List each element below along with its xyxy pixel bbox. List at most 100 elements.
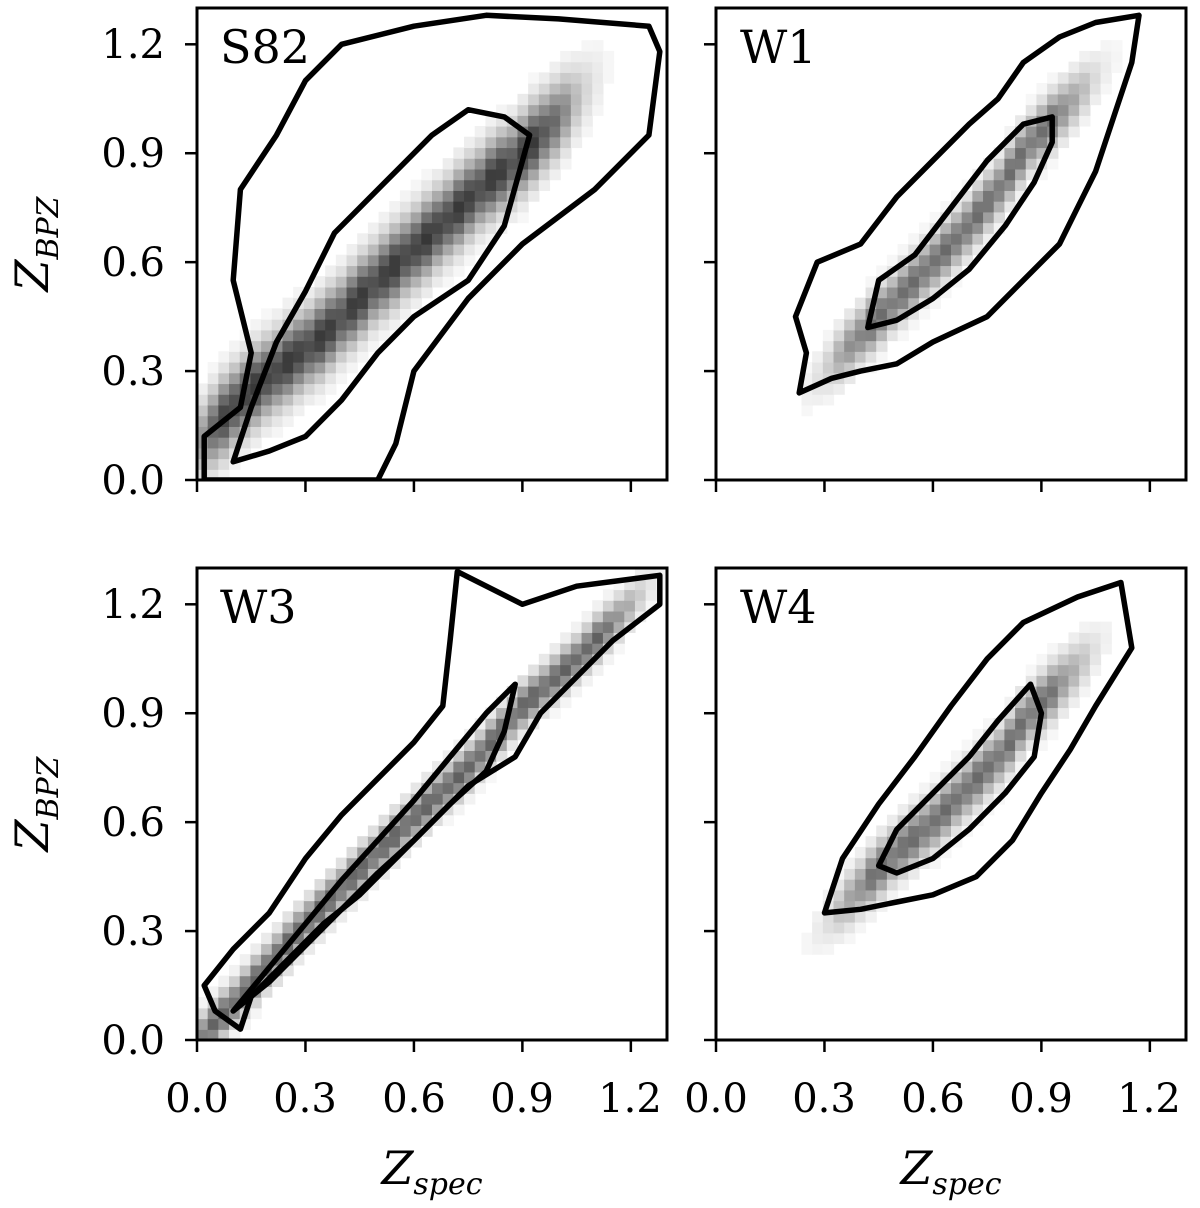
heatmap-cell [983,739,995,751]
heatmap-cell [314,286,326,299]
heatmap-cell [983,158,995,170]
heatmap-cell [801,394,813,406]
heatmap-cell [560,104,572,116]
heatmap-cell [282,372,294,385]
heatmap-cell [634,589,647,601]
heatmap-cell [908,265,920,277]
heatmap-cell [940,782,952,794]
y-tick-label: 0.0 [101,458,165,504]
heatmap-cell [239,447,252,460]
heatmap-cell [303,308,316,320]
heatmap-cell [207,458,219,470]
heatmap-cell [218,426,230,438]
heatmap-cell [517,675,529,687]
heatmap-cell [581,664,593,676]
heatmap-cell [474,750,487,762]
heatmap-cell [517,211,529,224]
x-tick-label: 0.3 [792,1076,856,1122]
heatmap-cell [993,147,1006,159]
heatmap-cell [485,739,497,751]
heatmap-cell [993,718,1006,730]
heatmap-cell [1079,104,1091,116]
heatmap-cell [399,233,412,245]
heatmap-cell [865,889,877,902]
heatmap-cell [1079,83,1091,95]
heatmap-cell [367,319,380,331]
heatmap-cell [886,857,899,869]
heatmap-cell [464,254,476,267]
heatmap-cell [474,158,487,170]
heatmap-cell [581,50,593,63]
heatmap-cell [1004,718,1016,730]
heatmap-cell [421,276,433,288]
heatmap-cell [1047,72,1059,84]
heatmap-cell [367,297,380,309]
heatmap-cell [314,319,326,331]
heatmap-cell [314,340,326,352]
heatmap-cell [1068,653,1080,666]
heatmap-cell [378,857,390,869]
heatmap-cell [592,83,604,95]
heatmap-cell [346,868,358,880]
heatmap-cell [357,340,369,352]
heatmap-cell [293,340,305,352]
heatmap-cell [961,222,973,234]
heatmap-cell [929,265,941,277]
heatmap-cell [908,836,920,848]
heatmap-cell [239,437,252,449]
heatmap-cell [1047,718,1059,730]
heatmap-cell [961,771,973,784]
heatmap-cell [293,308,305,320]
heatmap-cell [549,72,561,84]
heatmap-cell [876,340,888,352]
heatmap-cell [613,600,625,612]
heatmap-cell [453,211,465,224]
heatmap-cell [929,286,941,299]
heatmap-cell [207,383,219,395]
heatmap-cell [325,340,337,352]
heatmap-cell [410,297,422,309]
heatmap-cell [538,686,551,698]
heatmap-cell [378,222,390,234]
plot-frame [195,566,669,1042]
heatmap-cell [560,83,572,95]
heatmap-cell [908,814,920,827]
heatmap-cell [1004,761,1016,773]
heatmap-cell [897,276,909,288]
heatmap-cell [389,286,401,299]
heatmap-cell [1079,653,1091,666]
heatmap-cell [602,621,615,633]
heatmap-cell [346,879,358,891]
heatmap-cell [822,351,835,363]
heatmap-cell [634,578,647,591]
heatmap-cell [325,383,337,395]
heatmap-cell [972,771,984,784]
heatmap-cell [442,761,454,773]
heatmap-cell [833,932,845,945]
heatmap-cell [929,233,941,245]
heatmap-cell [592,664,604,676]
heatmap-cell [549,653,561,666]
heatmap-cell [528,675,540,687]
heatmap-cell [389,836,401,848]
heatmap-cell [897,825,909,837]
heatmap-cell [464,168,476,181]
heatmap-cell [474,739,487,751]
heatmap-cell [1089,83,1102,95]
heatmap-cell [335,265,348,277]
heatmap-cell [1079,115,1091,127]
x-tick-label: 0.9 [1009,1076,1073,1122]
heatmap-cell [1079,632,1091,644]
heatmap-cell [389,846,401,859]
heatmap-cell [983,179,995,191]
heatmap-cell [634,600,647,612]
heatmap-cell [940,244,952,256]
heatmap-cell [421,771,433,784]
heatmap-cell [474,126,487,138]
heatmap-cell [357,265,369,277]
heatmap-cell [1068,126,1080,138]
heatmap-cell [908,793,920,805]
heatmap-cell [844,319,856,331]
heatmap-cell [602,653,615,666]
